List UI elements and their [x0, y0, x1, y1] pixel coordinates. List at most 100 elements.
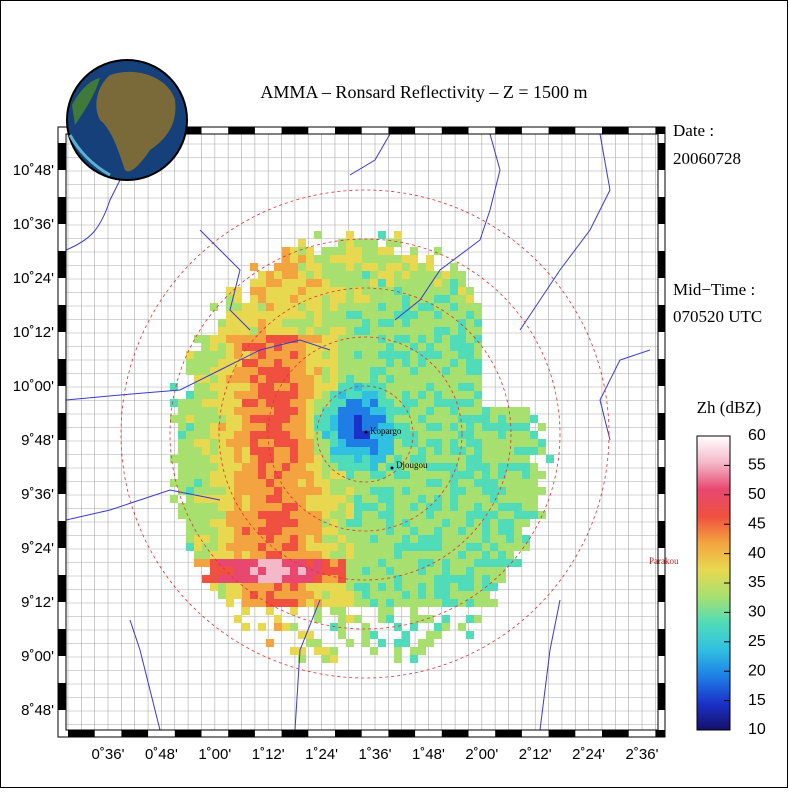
- radar-cell: [202, 367, 210, 375]
- radar-cell: [418, 359, 426, 367]
- radar-cell: [242, 399, 250, 407]
- radar-cell: [202, 343, 210, 351]
- radar-cell: [474, 439, 482, 447]
- radar-cell: [274, 399, 282, 407]
- radar-cell: [466, 559, 474, 567]
- radar-cell: [378, 231, 386, 239]
- radar-cell: [394, 639, 402, 647]
- radar-cell: [314, 391, 322, 399]
- radar-cell: [394, 399, 402, 407]
- radar-cell: [274, 303, 282, 311]
- radar-cell: [386, 319, 394, 327]
- radar-cell: [402, 559, 410, 567]
- radar-cell: [242, 439, 250, 447]
- radar-cell: [290, 367, 298, 375]
- radar-cell: [386, 479, 394, 487]
- radar-cell: [418, 279, 426, 287]
- radar-cell: [234, 583, 242, 591]
- radar-cell: [386, 535, 394, 543]
- radar-cell: [442, 599, 450, 607]
- radar-cell: [370, 487, 378, 495]
- radar-cell: [402, 519, 410, 527]
- radar-cell: [306, 351, 314, 359]
- radar-cell: [322, 415, 330, 423]
- radar-cell: [418, 415, 426, 423]
- radar-cell: [450, 471, 458, 479]
- radar-cell: [282, 455, 290, 463]
- radar-cell: [210, 415, 218, 423]
- radar-cell: [394, 295, 402, 303]
- radar-cell: [506, 543, 514, 551]
- radar-cell: [386, 583, 394, 591]
- radar-cell: [250, 311, 258, 319]
- radar-cell: [434, 479, 442, 487]
- radar-cell: [242, 343, 250, 351]
- radar-cell: [234, 303, 242, 311]
- radar-cell: [346, 583, 354, 591]
- radar-cell: [282, 599, 290, 607]
- radar-cell: [442, 359, 450, 367]
- radar-cell: [490, 455, 498, 463]
- radar-cell: [514, 495, 522, 503]
- radar-cell: [282, 303, 290, 311]
- radar-cell: [170, 479, 178, 487]
- radar-cell: [330, 511, 338, 519]
- radar-cell: [458, 343, 466, 351]
- radar-cell: [450, 375, 458, 383]
- radar-cell: [426, 391, 434, 399]
- radar-cell: [418, 471, 426, 479]
- radar-cell: [506, 455, 514, 463]
- radar-cell: [426, 319, 434, 327]
- radar-cell: [434, 415, 442, 423]
- radar-cell: [306, 319, 314, 327]
- radar-cell: [314, 519, 322, 527]
- radar-cell: [354, 351, 362, 359]
- radar-cell: [498, 535, 506, 543]
- radar-cell: [186, 543, 194, 551]
- radar-cell: [306, 543, 314, 551]
- radar-cell: [258, 431, 266, 439]
- radar-cell: [410, 295, 418, 303]
- radar-cell: [426, 535, 434, 543]
- radar-cell: [314, 447, 322, 455]
- radar-cell: [386, 503, 394, 511]
- radar-cell: [290, 551, 298, 559]
- radar-cell: [266, 479, 274, 487]
- radar-cell: [410, 359, 418, 367]
- radar-cell: [250, 375, 258, 383]
- radar-cell: [354, 295, 362, 303]
- radar-cell: [290, 463, 298, 471]
- radar-cell: [250, 303, 258, 311]
- radar-cell: [378, 287, 386, 295]
- radar-cell: [434, 511, 442, 519]
- radar-cell: [370, 567, 378, 575]
- radar-cell: [274, 327, 282, 335]
- radar-cell: [514, 479, 522, 487]
- radar-cell: [306, 511, 314, 519]
- radar-cell: [266, 519, 274, 527]
- radar-cell: [226, 407, 234, 415]
- place-label: Parakou: [649, 556, 679, 566]
- radar-cell: [450, 479, 458, 487]
- radar-cell: [186, 535, 194, 543]
- lat-label: 9˚48': [21, 432, 54, 449]
- radar-cell: [202, 383, 210, 391]
- radar-cell: [210, 423, 218, 431]
- radar-cell: [226, 567, 234, 575]
- radar-cell: [346, 327, 354, 335]
- radar-cell: [258, 519, 266, 527]
- radar-cell: [426, 487, 434, 495]
- radar-cell: [378, 535, 386, 543]
- radar-cell: [282, 375, 290, 383]
- radar-cell: [434, 279, 442, 287]
- radar-cell: [506, 463, 514, 471]
- radar-cell: [330, 479, 338, 487]
- radar-cell: [426, 519, 434, 527]
- radar-cell: [282, 583, 290, 591]
- radar-cell: [450, 383, 458, 391]
- radar-cell: [194, 335, 202, 343]
- radar-cell: [338, 471, 346, 479]
- radar-cell: [210, 471, 218, 479]
- radar-cell: [338, 567, 346, 575]
- radar-cell: [250, 591, 258, 599]
